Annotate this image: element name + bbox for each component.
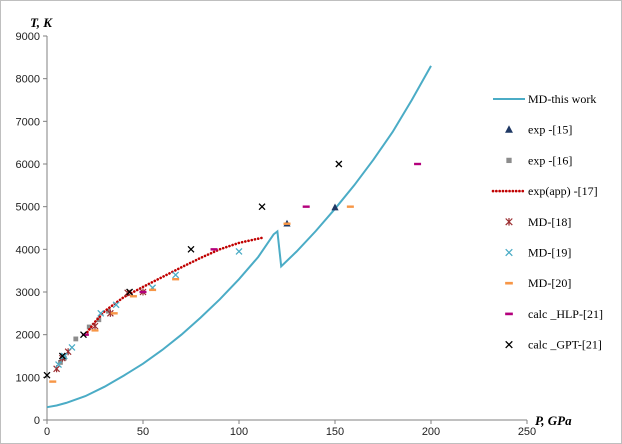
series-layer — [43, 65, 432, 409]
dash-marker — [414, 162, 422, 166]
dash-marker — [149, 288, 157, 292]
x-marker — [43, 371, 51, 379]
series-7 — [81, 162, 422, 336]
legend-label: exp -[15] — [528, 123, 572, 137]
legend-label: MD-[20] — [528, 276, 571, 290]
x-marker — [68, 344, 76, 351]
series-3 — [84, 236, 266, 336]
legend-label: MD-this work — [528, 92, 596, 106]
x-marker — [112, 301, 120, 309]
dash-marker — [210, 248, 218, 251]
legend: MD-this work exp -[15] exp -[16] exp(app) -… — [491, 92, 603, 352]
x-marker — [97, 309, 105, 317]
dash-marker — [139, 290, 147, 294]
legend-entry: MD-this work — [493, 92, 596, 106]
square-marker — [96, 317, 102, 323]
dash-marker — [172, 278, 180, 281]
series-0 — [46, 65, 432, 409]
legend-entry: MD-[18] — [505, 215, 571, 229]
dash-marker — [283, 222, 291, 225]
x-axis-label: P, GPa — [535, 413, 572, 428]
star-marker — [106, 309, 114, 317]
dash-marker — [505, 281, 513, 285]
x-marker — [80, 331, 87, 339]
legend-entry: exp -[15] — [505, 123, 572, 137]
square-marker — [86, 324, 92, 330]
x-marker — [60, 352, 68, 360]
x-marker — [235, 248, 243, 255]
y-tick-label: 0 — [34, 415, 40, 427]
x-tick-label: 200 — [422, 426, 440, 438]
x-tick-label: 50 — [137, 426, 149, 438]
legend-label: MD-[19] — [528, 246, 571, 260]
x-tick-label: 0 — [44, 426, 50, 438]
dash-marker — [505, 312, 513, 316]
x-tick-label: 250 — [518, 426, 536, 438]
legend-entry: exp(app) -[17] — [491, 184, 598, 198]
series-4 — [53, 288, 147, 373]
y-tick-label: 7000 — [16, 116, 40, 128]
series-line — [46, 65, 432, 409]
legend-entry: calc _GPT-[21] — [505, 338, 602, 352]
legend-label: calc _HLP-[21] — [528, 307, 603, 321]
dash-marker — [81, 333, 89, 336]
x-marker — [172, 271, 180, 279]
x-marker — [505, 340, 513, 349]
legend-entry: MD-[20] — [505, 276, 571, 290]
series-5 — [55, 248, 243, 368]
legend-label: MD-[18] — [528, 215, 571, 229]
legend-entry: exp -[16] — [506, 153, 572, 167]
x-marker — [335, 160, 343, 168]
dash-marker — [91, 329, 99, 332]
y-tick-label: 9000 — [16, 31, 40, 43]
y-tick-label: 2000 — [16, 330, 40, 342]
series-6 — [49, 205, 354, 383]
dash-marker — [129, 295, 137, 298]
y-tick-label: 3000 — [16, 287, 40, 299]
star-marker — [91, 322, 99, 330]
x-marker — [126, 288, 134, 296]
legend-label: exp(app) -[17] — [528, 184, 598, 198]
legend-label: exp -[16] — [528, 153, 572, 167]
legend-entry: MD-[19] — [505, 246, 571, 260]
x-marker — [505, 248, 513, 257]
series-line — [84, 236, 266, 336]
x-marker — [258, 203, 266, 211]
y-tick-label: 1000 — [16, 372, 40, 384]
legend-label: calc _GPT-[21] — [528, 338, 602, 352]
y-tick-label: 8000 — [16, 74, 40, 86]
series-2 — [58, 308, 111, 365]
square-marker — [506, 157, 512, 164]
dash-marker — [346, 205, 354, 208]
x-tick-label: 150 — [326, 426, 344, 438]
x-marker — [55, 361, 62, 368]
x-marker — [58, 352, 66, 360]
axes: 0 50 100 150 200 250 0 1000 2000 3000 4000 5000 6000… — [16, 31, 537, 438]
y-tick-label: 5000 — [16, 202, 40, 214]
star-marker — [505, 217, 513, 226]
x-marker — [187, 245, 195, 253]
y-tick-label: 6000 — [16, 159, 40, 171]
triangle-marker — [331, 203, 339, 211]
square-marker — [73, 336, 79, 342]
dash-marker — [49, 380, 57, 383]
y-tick-label: 4000 — [16, 244, 40, 256]
x-tick-label: 100 — [230, 426, 248, 438]
series-8 — [43, 160, 343, 379]
dash-marker — [302, 205, 310, 208]
triangle-marker — [505, 125, 513, 133]
dash-marker — [110, 312, 118, 315]
y-axis-label: T, K — [30, 15, 53, 30]
legend-entry: calc _HLP-[21] — [505, 307, 603, 321]
